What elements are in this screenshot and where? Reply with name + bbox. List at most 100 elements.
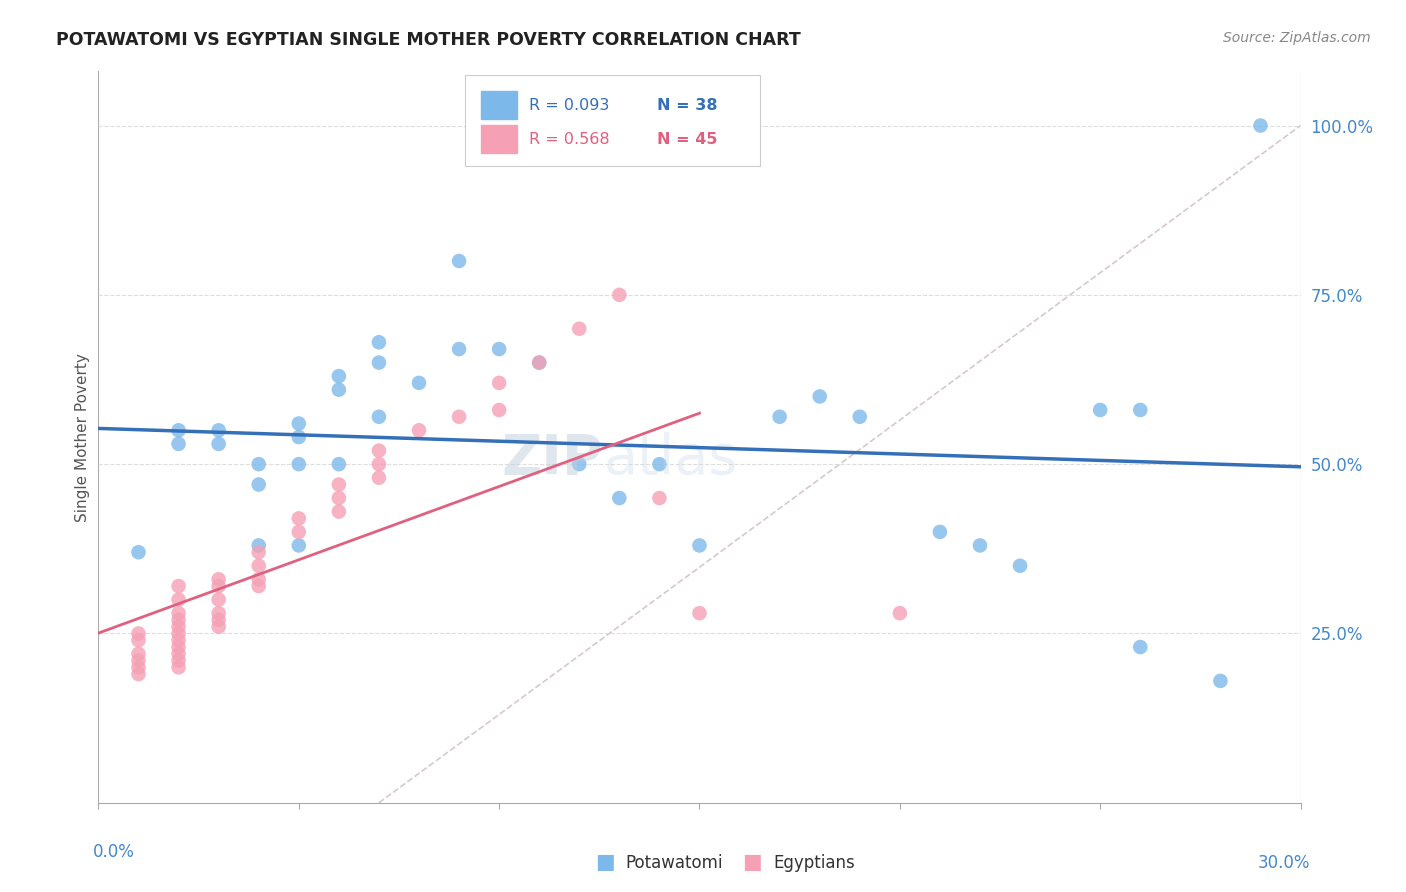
Text: R = 0.093: R = 0.093 xyxy=(529,97,609,112)
Point xyxy=(1010,558,1032,573)
Point xyxy=(1129,640,1152,654)
Point xyxy=(609,288,631,302)
Y-axis label: Single Mother Poverty: Single Mother Poverty xyxy=(75,352,90,522)
Point xyxy=(208,423,231,437)
Point xyxy=(288,457,311,471)
Point xyxy=(328,491,350,505)
Point xyxy=(167,633,190,648)
Point xyxy=(208,613,231,627)
Point xyxy=(167,660,190,674)
Point xyxy=(689,538,711,552)
Point xyxy=(288,430,311,444)
Point xyxy=(328,457,350,471)
Bar xyxy=(481,91,517,119)
Point xyxy=(208,606,231,620)
Point xyxy=(928,524,950,539)
Point xyxy=(447,409,470,424)
Text: ■: ■ xyxy=(595,853,614,872)
Point xyxy=(247,538,270,552)
Point xyxy=(288,524,311,539)
Point xyxy=(368,355,391,369)
Point xyxy=(408,376,430,390)
Point xyxy=(488,342,510,356)
Point xyxy=(328,369,350,384)
Point xyxy=(889,606,911,620)
Point xyxy=(128,647,150,661)
Point xyxy=(247,477,270,491)
Point xyxy=(568,322,591,336)
Point xyxy=(1129,403,1152,417)
Point xyxy=(808,389,831,403)
Text: 30.0%: 30.0% xyxy=(1258,855,1310,872)
Text: Source: ZipAtlas.com: Source: ZipAtlas.com xyxy=(1223,31,1371,45)
Point xyxy=(849,409,872,424)
Point xyxy=(167,606,190,620)
Point xyxy=(167,626,190,640)
Text: N = 38: N = 38 xyxy=(658,97,718,112)
Point xyxy=(648,457,671,471)
Text: atlas: atlas xyxy=(603,432,738,486)
Point xyxy=(1088,403,1111,417)
Point xyxy=(208,579,231,593)
Point xyxy=(447,342,470,356)
Point xyxy=(1209,673,1232,688)
Text: Egyptians: Egyptians xyxy=(773,855,855,872)
Point xyxy=(167,640,190,654)
Point xyxy=(128,633,150,648)
Point xyxy=(167,592,190,607)
Point xyxy=(167,647,190,661)
Point xyxy=(488,376,510,390)
Text: 0.0%: 0.0% xyxy=(93,843,135,861)
Point xyxy=(167,423,190,437)
Point xyxy=(648,491,671,505)
Point xyxy=(368,335,391,350)
Point xyxy=(288,417,311,431)
Point xyxy=(128,660,150,674)
Point xyxy=(208,592,231,607)
Point xyxy=(208,437,231,451)
Point xyxy=(247,579,270,593)
Text: Potawatomi: Potawatomi xyxy=(626,855,723,872)
Point xyxy=(368,409,391,424)
Point xyxy=(167,579,190,593)
Bar xyxy=(481,126,517,153)
Point xyxy=(128,667,150,681)
Point xyxy=(208,620,231,634)
Point xyxy=(167,613,190,627)
Point xyxy=(167,437,190,451)
Point xyxy=(488,403,510,417)
Text: ■: ■ xyxy=(742,853,762,872)
FancyBboxPatch shape xyxy=(465,75,759,167)
Point xyxy=(368,443,391,458)
Point xyxy=(167,654,190,668)
Point xyxy=(247,457,270,471)
Point xyxy=(328,383,350,397)
Point xyxy=(328,477,350,491)
Point xyxy=(969,538,991,552)
Point xyxy=(128,626,150,640)
Point xyxy=(247,572,270,586)
Point xyxy=(1249,119,1271,133)
Point xyxy=(167,620,190,634)
Point xyxy=(447,254,470,268)
Point xyxy=(568,457,591,471)
Text: ZIP: ZIP xyxy=(502,432,603,486)
Point xyxy=(368,471,391,485)
Point xyxy=(368,457,391,471)
Point xyxy=(529,355,551,369)
Point xyxy=(247,558,270,573)
Text: N = 45: N = 45 xyxy=(658,132,718,147)
Point xyxy=(128,545,150,559)
Point xyxy=(529,355,551,369)
Point xyxy=(247,545,270,559)
Point xyxy=(689,606,711,620)
Point xyxy=(128,654,150,668)
Point xyxy=(208,572,231,586)
Point xyxy=(769,409,792,424)
Point xyxy=(609,491,631,505)
Text: R = 0.568: R = 0.568 xyxy=(529,132,609,147)
Point xyxy=(288,511,311,525)
Point xyxy=(288,538,311,552)
Point xyxy=(408,423,430,437)
Text: POTAWATOMI VS EGYPTIAN SINGLE MOTHER POVERTY CORRELATION CHART: POTAWATOMI VS EGYPTIAN SINGLE MOTHER POV… xyxy=(56,31,801,49)
